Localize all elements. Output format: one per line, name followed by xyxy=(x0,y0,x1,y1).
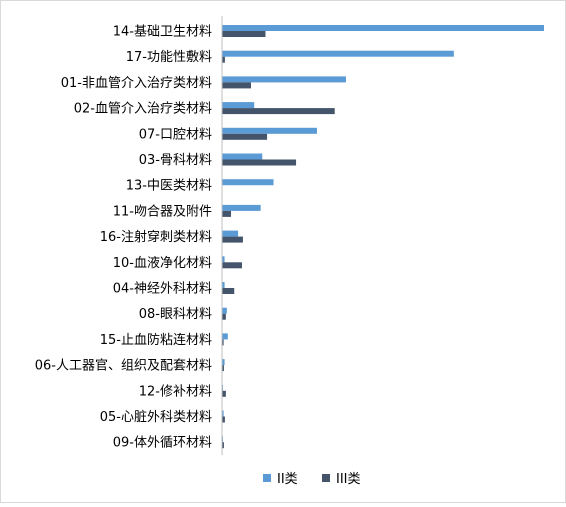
bar-series2-cat-12 xyxy=(222,313,226,320)
legend: II类 III类 xyxy=(263,472,361,487)
category-label-cat-12: 08-眼科材料 xyxy=(139,307,212,322)
bar-series2-cat-9 xyxy=(222,236,243,243)
bar-series1-cat-4 xyxy=(222,102,255,109)
bar-series1-cat-8 xyxy=(222,204,261,211)
category-label-cat-11: 04-神经外科材料 xyxy=(113,282,212,297)
bar-series2-cat-1 xyxy=(222,31,266,37)
category-label-cat-9: 16-注射穿刺类材料 xyxy=(100,229,212,245)
bar-series1-cat-5 xyxy=(222,127,317,134)
bar-series2-cat-13 xyxy=(222,339,224,346)
category-label-cat-15: 12-修补材料 xyxy=(139,384,212,399)
bar-series1-cat-12 xyxy=(222,307,227,314)
bars-layer xyxy=(222,25,544,449)
category-label-cat-7: 13-中医类材料 xyxy=(126,179,212,194)
bar-series1-cat-6 xyxy=(222,153,263,160)
bar-series1-cat-10 xyxy=(222,256,225,263)
category-label-cat-10: 10-血液净化材料 xyxy=(113,256,212,271)
category-label-cat-14: 06-人工器官、组织及配套材料 xyxy=(35,358,212,374)
bar-series1-cat-14 xyxy=(222,359,225,366)
category-labels: 14-基础卫生材料 17-功能性敷料 01-非血管介入治疗类材料 02-血管介入治疗类… xyxy=(35,25,212,451)
bar-series2-cat-16 xyxy=(222,416,225,423)
legend-swatch-series2 xyxy=(322,474,330,482)
bar-series2-cat-11 xyxy=(222,288,235,294)
bar-series1-cat-1 xyxy=(222,25,544,31)
bar-series1-cat-11 xyxy=(222,282,225,288)
category-label-cat-1: 14-基础卫生材料 xyxy=(113,25,212,40)
category-label-cat-5: 07-口腔材料 xyxy=(139,127,212,142)
bar-series1-cat-7 xyxy=(222,179,274,186)
bar-series2-cat-8 xyxy=(222,210,232,217)
bar-series2-cat-14 xyxy=(222,365,224,372)
category-label-cat-2: 17-功能性敷料 xyxy=(126,50,212,65)
bar-series1-cat-2 xyxy=(222,50,454,57)
bar-series2-cat-10 xyxy=(222,262,242,269)
bar-series1-cat-9 xyxy=(222,230,239,237)
category-label-cat-3: 01-非血管介入治疗类材料 xyxy=(61,76,212,91)
bar-series1-cat-16 xyxy=(222,410,224,417)
bar-series2-cat-6 xyxy=(222,159,297,166)
category-label-cat-4: 02-血管介入治疗类材料 xyxy=(74,102,212,117)
bar-series2-cat-17 xyxy=(222,442,224,449)
bar-series1-cat-13 xyxy=(222,333,228,340)
bar-series2-cat-5 xyxy=(222,133,268,140)
bar-series2-cat-15 xyxy=(222,390,226,397)
category-label-cat-13: 15-止血防粘连材料 xyxy=(100,332,212,348)
category-label-cat-16: 05-心脏外科类材料 xyxy=(100,410,212,425)
bar-series2-cat-4 xyxy=(222,108,335,115)
category-label-cat-6: 03-骨科材料 xyxy=(139,153,212,168)
legend-label-series1: II类 xyxy=(277,472,298,487)
category-label-cat-8: 11-吻合器及附件 xyxy=(113,204,212,219)
legend-swatch-series1 xyxy=(263,474,271,482)
category-label-cat-17: 09-体外循环材料 xyxy=(113,436,212,451)
bar-series2-cat-2 xyxy=(222,56,225,63)
bar-series1-cat-3 xyxy=(222,76,346,83)
legend-label-series2: III类 xyxy=(336,472,361,487)
bar-series2-cat-3 xyxy=(222,82,251,89)
